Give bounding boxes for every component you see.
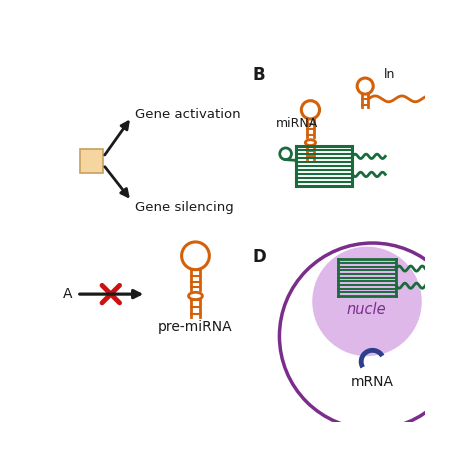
Text: A: A [64,287,73,301]
Text: nucle: nucle [346,302,386,317]
Text: D: D [252,248,266,266]
Text: miRNA: miRNA [276,117,318,130]
Text: mRNA: mRNA [351,375,394,390]
Text: Gene silencing: Gene silencing [135,201,234,214]
Text: B: B [252,66,264,84]
Text: pre-miRNA: pre-miRNA [158,320,233,334]
FancyBboxPatch shape [80,149,103,173]
Text: ln: ln [383,68,395,81]
Circle shape [312,246,422,356]
Text: Gene activation: Gene activation [135,108,241,121]
